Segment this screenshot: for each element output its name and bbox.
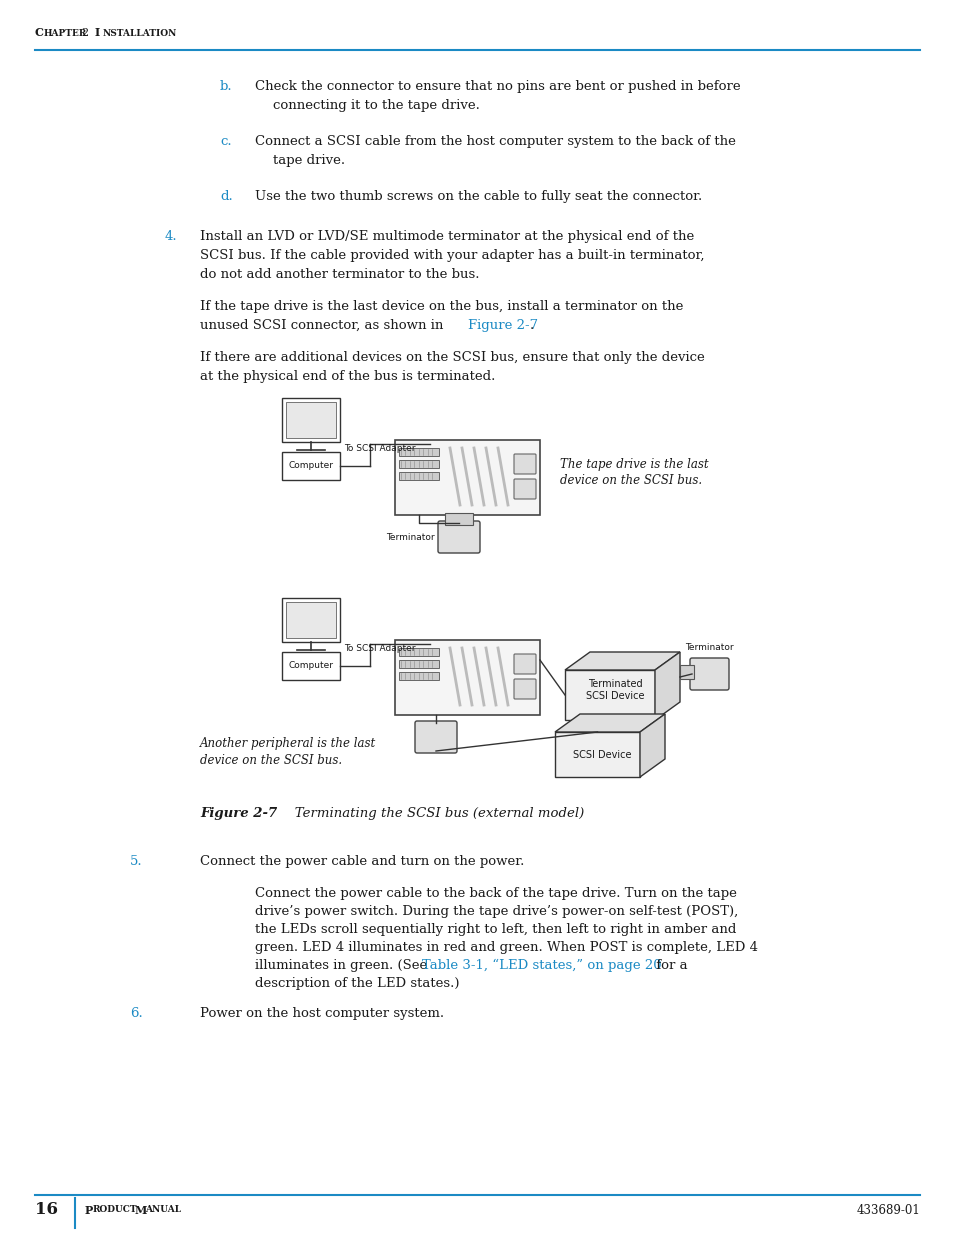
- FancyBboxPatch shape: [398, 648, 438, 656]
- FancyBboxPatch shape: [437, 521, 479, 553]
- Text: .: .: [530, 319, 534, 332]
- Text: M: M: [135, 1204, 147, 1215]
- Text: Terminator: Terminator: [386, 532, 435, 541]
- Text: C: C: [35, 27, 44, 38]
- Text: 16: 16: [35, 1202, 58, 1219]
- Text: at the physical end of the bus is terminated.: at the physical end of the bus is termin…: [200, 370, 495, 383]
- FancyBboxPatch shape: [679, 664, 693, 679]
- FancyBboxPatch shape: [282, 452, 339, 480]
- FancyBboxPatch shape: [398, 459, 438, 468]
- Text: c.: c.: [220, 135, 232, 148]
- Text: Table 3-1, “LED states,” on page 20: Table 3-1, “LED states,” on page 20: [421, 960, 661, 972]
- Text: SCSI Device: SCSI Device: [573, 750, 631, 760]
- Text: unused SCSI connector, as shown in: unused SCSI connector, as shown in: [200, 319, 447, 332]
- Polygon shape: [639, 714, 664, 777]
- Text: RODUCT: RODUCT: [92, 1205, 137, 1214]
- Polygon shape: [655, 652, 679, 720]
- Text: device on the SCSI bus.: device on the SCSI bus.: [559, 474, 701, 487]
- Polygon shape: [564, 671, 655, 720]
- Text: If the tape drive is the last device on the bus, install a terminator on the: If the tape drive is the last device on …: [200, 300, 682, 312]
- Text: Terminated
SCSI Device: Terminated SCSI Device: [585, 679, 643, 701]
- Text: I: I: [95, 27, 100, 38]
- FancyBboxPatch shape: [282, 598, 339, 642]
- Text: connecting it to the tape drive.: connecting it to the tape drive.: [273, 99, 479, 112]
- Text: HAPTER: HAPTER: [44, 28, 87, 38]
- FancyBboxPatch shape: [514, 479, 536, 499]
- Text: Connect the power cable to the back of the tape drive. Turn on the tape: Connect the power cable to the back of t…: [254, 887, 736, 900]
- Text: SCSI bus. If the cable provided with your adapter has a built-in terminator,: SCSI bus. If the cable provided with you…: [200, 249, 703, 262]
- Text: To SCSI Adapter: To SCSI Adapter: [344, 445, 416, 453]
- Text: for a: for a: [651, 960, 687, 972]
- FancyBboxPatch shape: [395, 640, 539, 715]
- Text: d.: d.: [220, 190, 233, 203]
- Text: do not add another terminator to the bus.: do not add another terminator to the bus…: [200, 268, 479, 282]
- Text: Figure 2-7: Figure 2-7: [468, 319, 537, 332]
- FancyBboxPatch shape: [444, 513, 473, 525]
- FancyBboxPatch shape: [282, 652, 339, 680]
- Polygon shape: [564, 652, 679, 671]
- FancyBboxPatch shape: [398, 659, 438, 668]
- Text: Another peripheral is the last: Another peripheral is the last: [200, 737, 375, 750]
- Text: 433689-01: 433689-01: [856, 1203, 919, 1216]
- Text: The tape drive is the last: The tape drive is the last: [559, 458, 708, 471]
- Text: drive’s power switch. During the tape drive’s power-on self-test (POST),: drive’s power switch. During the tape dr…: [254, 905, 738, 918]
- Text: Check the connector to ensure that no pins are bent or pushed in before: Check the connector to ensure that no pi…: [254, 80, 740, 93]
- FancyBboxPatch shape: [282, 398, 339, 442]
- FancyBboxPatch shape: [398, 472, 438, 480]
- FancyBboxPatch shape: [514, 655, 536, 674]
- FancyBboxPatch shape: [286, 601, 335, 638]
- Text: Connect the power cable and turn on the power.: Connect the power cable and turn on the …: [200, 855, 524, 868]
- Text: Use the two thumb screws on the cable to fully seat the connector.: Use the two thumb screws on the cable to…: [254, 190, 701, 203]
- Polygon shape: [555, 732, 639, 777]
- FancyBboxPatch shape: [415, 721, 456, 753]
- Polygon shape: [555, 714, 664, 732]
- Text: green. LED 4 illuminates in red and green. When POST is complete, LED 4: green. LED 4 illuminates in red and gree…: [254, 941, 758, 953]
- FancyBboxPatch shape: [398, 448, 438, 456]
- Text: Terminating the SCSI bus (external model): Terminating the SCSI bus (external model…: [282, 806, 583, 820]
- Text: the LEDs scroll sequentially right to left, then left to right in amber and: the LEDs scroll sequentially right to le…: [254, 923, 736, 936]
- FancyBboxPatch shape: [395, 440, 539, 515]
- Text: description of the LED states.): description of the LED states.): [254, 977, 459, 990]
- Text: 6.: 6.: [130, 1007, 143, 1020]
- Text: Power on the host computer system.: Power on the host computer system.: [200, 1007, 444, 1020]
- Text: To SCSI Adapter: To SCSI Adapter: [344, 643, 416, 653]
- Text: tape drive.: tape drive.: [273, 154, 345, 167]
- Text: If there are additional devices on the SCSI bus, ensure that only the device: If there are additional devices on the S…: [200, 351, 704, 364]
- Text: Install an LVD or LVD/SE multimode terminator at the physical end of the: Install an LVD or LVD/SE multimode termi…: [200, 230, 694, 243]
- Text: Computer: Computer: [288, 462, 334, 471]
- Text: Terminator: Terminator: [684, 643, 733, 652]
- FancyBboxPatch shape: [514, 454, 536, 474]
- Text: illuminates in green. (See: illuminates in green. (See: [254, 960, 431, 972]
- FancyBboxPatch shape: [286, 403, 335, 438]
- Text: Computer: Computer: [288, 662, 334, 671]
- Text: ANUAL: ANUAL: [145, 1205, 181, 1214]
- Text: b.: b.: [220, 80, 233, 93]
- FancyBboxPatch shape: [398, 672, 438, 680]
- FancyBboxPatch shape: [689, 658, 728, 690]
- Text: NSTALLATION: NSTALLATION: [103, 28, 177, 38]
- Text: 5.: 5.: [130, 855, 143, 868]
- Text: Figure 2-7: Figure 2-7: [200, 806, 277, 820]
- Text: P: P: [85, 1204, 93, 1215]
- Text: 4.: 4.: [165, 230, 177, 243]
- Text: 2: 2: [82, 28, 96, 38]
- Text: Connect a SCSI cable from the host computer system to the back of the: Connect a SCSI cable from the host compu…: [254, 135, 735, 148]
- Text: device on the SCSI bus.: device on the SCSI bus.: [200, 755, 342, 767]
- FancyBboxPatch shape: [514, 679, 536, 699]
